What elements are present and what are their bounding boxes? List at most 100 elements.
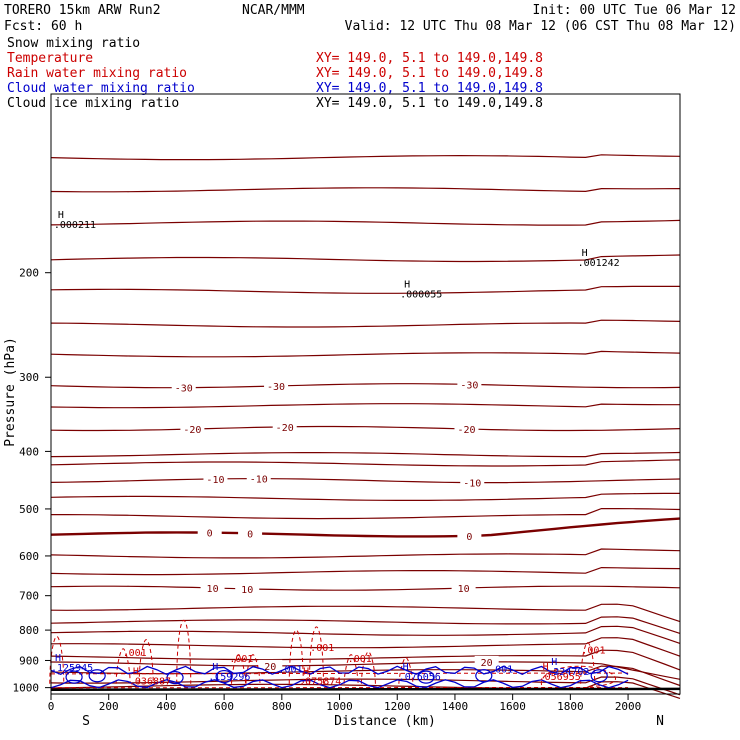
maximum-value: .125945 <box>51 663 93 674</box>
x-tick-label: 400 <box>156 700 176 713</box>
north-label: N <box>656 714 664 729</box>
contour-label-bg <box>457 529 482 542</box>
temperature-isotherm <box>50 219 681 226</box>
temperature-isotherm <box>50 637 681 657</box>
temperature-contour-label: 0 <box>247 529 253 540</box>
temperature-contour-label: -20 <box>276 423 294 434</box>
temperature-isotherm <box>50 492 680 501</box>
contour-label-bg <box>246 472 271 485</box>
contour-label-bg <box>238 527 263 540</box>
maximum-value: .075874 <box>299 677 341 688</box>
maximum-value: .001242 <box>578 258 620 269</box>
contour-label-bg <box>264 379 289 392</box>
temperature-contour-20 <box>50 661 681 680</box>
forecast-hour: Fcst: 60 h <box>4 19 82 34</box>
contour-label-bg <box>454 423 479 436</box>
rain-contour-label: .001 <box>229 654 253 665</box>
cloud-water-cell <box>166 671 184 685</box>
x-tick-label: 1400 <box>442 700 469 713</box>
temperature-isotherm <box>50 616 681 634</box>
y-tick-label: 400 <box>19 445 39 458</box>
temperature-contour-label: 20 <box>481 658 493 669</box>
valid-time: Valid: 12 UTC Thu 08 Mar 12 (06 CST Thu … <box>345 19 736 34</box>
contour-label-bg <box>460 476 485 489</box>
temperature-isotherm <box>50 285 680 294</box>
rain-plume <box>231 654 247 684</box>
temperature-isotherm <box>50 665 681 687</box>
temperature-isotherm <box>50 350 681 358</box>
x-tick-label: 600 <box>214 700 234 713</box>
cloud-water-cell <box>215 669 233 684</box>
rain-plume <box>176 619 192 684</box>
field-range-cloud-water: XY= 149.0, 5.1 to 149.0,149.8 <box>316 81 543 96</box>
y-tick-label: 700 <box>19 590 39 603</box>
temperature-contour--10 <box>50 477 681 484</box>
rain-plume <box>138 639 154 684</box>
rain-plume <box>288 629 304 684</box>
temperature-contour-label: -10 <box>206 475 224 486</box>
field-name-snow: Snow mixing ratio <box>7 36 140 51</box>
x-tick-label: 2000 <box>615 700 642 713</box>
y-tick-label: 1000 <box>13 682 40 695</box>
field-range-rain: XY= 149.0, 5.1 to 149.0,149.8 <box>316 66 543 81</box>
rain-plume <box>245 654 261 684</box>
temperature-contour-label: -30 <box>175 384 193 395</box>
plot-frame <box>50 93 681 695</box>
temperature-contour-label: 10 <box>458 584 470 595</box>
maximum-marker: H <box>58 210 64 221</box>
maximum-marker: H <box>551 657 557 668</box>
contour-label-bg <box>180 423 205 436</box>
temperature-contour-label: 20 <box>264 662 276 673</box>
contour-label-bg <box>474 655 499 668</box>
temperature-isotherm <box>50 154 681 161</box>
surface-line <box>50 687 681 691</box>
contour-label-bg <box>457 378 482 391</box>
temperature-contour-label: -10 <box>463 479 481 490</box>
temperature-contour-label: -20 <box>457 425 475 436</box>
maximum-marker: H <box>133 667 139 678</box>
x-tick-label: 1200 <box>384 700 411 713</box>
maximum-value: .000211 <box>54 220 96 231</box>
y-tick-label: 300 <box>19 371 39 384</box>
field-range-temperature: XY= 149.0, 5.1 to 149.0,149.8 <box>316 51 543 66</box>
maximum-value: .056955 <box>539 672 581 683</box>
y-tick-label: 200 <box>19 267 39 280</box>
org-label: NCAR/MMM <box>242 3 305 18</box>
field-name-temperature: Temperature <box>7 51 93 66</box>
field-range-cloud-ice: XY= 149.0, 5.1 to 149.0,149.8 <box>316 96 543 111</box>
maximum-marker: H <box>543 662 549 673</box>
maximum-marker: H <box>55 653 61 664</box>
contour-label-bg <box>171 381 196 394</box>
contour-label-bg <box>272 420 297 433</box>
x-tick-label: 200 <box>99 700 119 713</box>
maximum-value: .076056 <box>399 672 441 683</box>
y-tick-label: 800 <box>19 624 39 637</box>
rain-contour-label: .001 <box>123 648 147 659</box>
x-tick-label: 800 <box>272 700 292 713</box>
maximum-value: .159296 <box>208 672 250 683</box>
contour-label-bg <box>200 581 225 594</box>
y-tick-label: 900 <box>19 654 39 667</box>
maximum-marker: H <box>212 662 218 673</box>
contour-label-bg <box>197 526 222 539</box>
field-name-cloud-ice: Cloud ice mixing ratio <box>7 96 179 111</box>
rain-plume <box>308 626 324 684</box>
maximum-value: .036887 <box>129 677 171 688</box>
x-axis-label: Distance (km) <box>334 714 436 729</box>
maximum-value: .224702 <box>547 667 589 678</box>
temperature-contour-label: -20 <box>183 425 201 436</box>
temperature-isotherm <box>50 254 681 263</box>
x-tick-label: 1600 <box>499 700 526 713</box>
cloud-water-cell <box>590 669 608 683</box>
x-tick-label: 1000 <box>326 700 353 713</box>
temperature-isotherm <box>50 566 681 576</box>
maximum-marker: H <box>303 667 309 678</box>
cloud-water-cell <box>65 670 83 684</box>
temperature-isotherm <box>50 319 681 328</box>
contour-label-bg <box>203 472 228 485</box>
maximum-marker: H <box>403 662 409 673</box>
rain-contour-label: .001 <box>581 646 605 657</box>
temperature-isotherm <box>50 403 680 409</box>
